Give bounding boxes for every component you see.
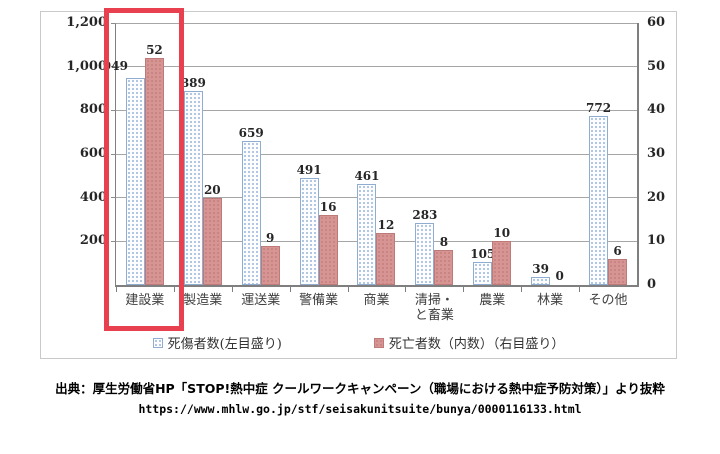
y-axis-right-label: 10 [647,233,666,249]
category-label: その他 [588,293,628,308]
bar-value-label: 105 [470,247,496,262]
bar-group: 949 52 建設業 [103,23,174,308]
category-label: 清掃・ と畜業 [414,293,454,323]
left-axis-tick [111,66,116,68]
bar-group: 659 9 運送業 [231,23,290,308]
injury-bar: 461 [354,169,380,285]
death-bar: 20 [202,183,222,285]
bar-group: 461 12 商業 [347,23,406,308]
y-axis-right-label: 0 [647,277,657,292]
caption: 出典：厚生労働省HP「STOP!熱中症 クールワークキャンペーン（職場における熱… [0,378,720,416]
bar-value-label: 949 [102,58,128,73]
gridline [116,197,637,199]
x-axis-tick [405,287,407,292]
death-bar: 16 [318,200,338,285]
bar-value-label: 772 [586,101,612,116]
legend-item-injury: 死傷者数(左目盛り) [152,333,282,352]
legend-item-death: 死亡者数（内数）（右目盛り） [373,333,565,352]
chart-panel: 1,200 1,000 800 600 400 200 60 50 40 30 20 10 0 949 52… [40,11,677,359]
injury-bar: 949 [103,59,145,285]
bar-value-label: 461 [354,169,380,184]
left-axis-tick [111,22,116,24]
x-axis-tick [521,287,523,292]
y-axis-left-label: 200 [79,233,107,249]
bar-value-label: 39 [532,261,550,276]
injury-bar: 105 [470,247,495,285]
bar-value-label: 889 [180,75,206,90]
bar-value-label: 6 [613,243,622,258]
bar-value-label: 659 [238,126,264,141]
death-swatch-icon [373,337,384,348]
injury-bar: 39 [531,262,551,285]
bar-value-label: 12 [377,217,395,232]
highlight-box [104,8,184,331]
bar-value-label: 283 [412,208,438,223]
bar-value-label: 52 [146,42,163,57]
category-label: 運送業 [241,293,281,308]
left-axis-tick [111,153,116,155]
bar-group: 39 0 林業 [521,23,579,308]
bar-group: 772 6 その他 [579,23,637,308]
category-label: 製造業 [183,293,223,308]
gridline [116,109,637,111]
x-axis-tick [347,287,349,292]
y-axis-right-label: 50 [647,58,666,74]
y-axis-right-label: 60 [647,15,666,30]
category-label: 林業 [537,293,564,308]
plot-area: 1,200 1,000 800 600 400 200 60 50 40 30 20 10 0 949 52… [66,15,665,323]
x-axis-tick [463,287,465,292]
left-axis-tick [111,109,116,111]
death-bar: 6 [608,244,628,285]
left-axis-tick [111,197,116,199]
x-axis-tick [231,287,233,292]
bar-value-label: 20 [203,182,221,197]
legend-label-death: 死亡者数（内数）（右目盛り） [388,337,565,352]
category-label: 商業 [363,293,390,308]
injury-bar: 772 [586,101,611,285]
bar-value-label: 0 [555,269,564,283]
category-label: 農業 [479,293,506,308]
bar-group: 105 10 農業 [463,23,521,308]
y-axis-right-label: 30 [647,146,666,161]
legend-label-injury: 死傷者数(左目盛り) [167,337,282,352]
y-axis-right-label: 20 [647,189,666,205]
legend: 死傷者数(左目盛り) 死亡者数（内数）（右目盛り） [41,333,676,352]
bar-group: 491 16 警備業 [289,23,348,308]
death-bar: 10 [492,226,512,285]
y-axis-left-label: 600 [79,146,107,161]
gridline [116,66,637,68]
death-bar: 9 [260,231,280,285]
bar-value-label: 16 [319,200,337,215]
injury-bar: 491 [297,163,322,285]
caption-url: https://www.mhlw.go.jp/stf/seisakunitsui… [138,402,582,416]
left-axis-tick [111,240,116,242]
injury-bar: 659 [239,126,264,285]
gridline [116,22,637,24]
bar-group: 889 20 製造業 [173,23,232,308]
y-axis-left-label: 800 [79,102,107,118]
x-axis-tick [579,287,581,292]
bar-value-label: 491 [296,162,322,177]
injury-swatch-icon [152,337,163,348]
bar-value-label: 8 [439,235,449,250]
y-axis-right-label: 40 [647,102,666,118]
x-axis-tick [173,287,175,292]
gridline [116,153,637,155]
y-axis-left-label: 1,200 [66,15,107,30]
x-axis-tick [116,287,117,292]
death-bar: 12 [376,218,396,285]
x-axis-tick [289,287,291,292]
category-label: 警備業 [299,293,339,308]
death-bar: 52 [144,43,164,285]
bar-value-label: 9 [266,230,275,245]
bar-group: 283 8 清掃・ と畜業 [405,23,463,323]
injury-bar: 889 [181,76,206,285]
bar-value-label: 10 [493,226,511,241]
y-axis-left-label: 400 [79,189,107,205]
y-axis-left-label: 1,000 [66,58,107,74]
caption-source: 出典：厚生労働省HP「STOP!熱中症 クールワークキャンペーン（職場における熱… [55,381,665,396]
category-label: 建設業 [125,293,165,308]
injury-bar: 283 [412,208,437,285]
death-bar: 8 [434,235,454,285]
